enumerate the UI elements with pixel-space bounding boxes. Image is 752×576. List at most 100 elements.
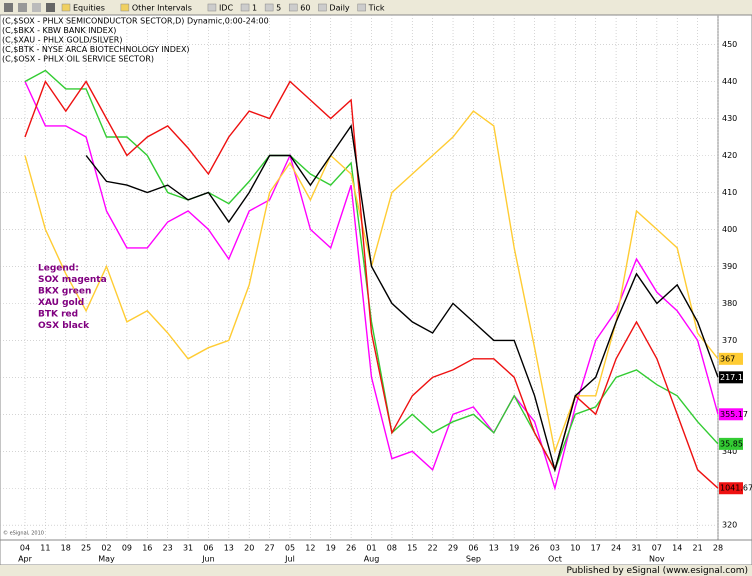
x-tick-label: 07 (652, 544, 662, 553)
header-line: (C,$XAU - PHLX GOLD/SILVER) (2, 36, 122, 45)
x-tick-label: 26 (346, 544, 356, 553)
footer-bg (0, 565, 752, 576)
x-tick-label: 19 (509, 544, 519, 553)
legend-text: SOX magenta (38, 275, 107, 285)
button-icon (318, 3, 327, 12)
series-line (85, 124, 719, 473)
icon (46, 3, 55, 12)
toolbar: Equities Other Intervals IDC 1 5 60 Daily Tick (4, 3, 385, 13)
x-tick-label: 02 (101, 544, 111, 553)
y-tick-label: 440 (722, 77, 737, 86)
y-tick-label: 380 (722, 299, 737, 308)
header-line: (C,$OSX - PHLX OIL SERVICE SECTOR) (2, 55, 154, 64)
x-tick-label: 25 (81, 544, 91, 553)
button-icon (288, 3, 298, 12)
series-line (24, 79, 719, 489)
x-tick-label: 04 (20, 544, 30, 553)
price-tag-bg (719, 371, 743, 384)
legend-text: BKX green (38, 287, 91, 297)
lines (24, 69, 719, 491)
y-tick-label: 420 (722, 151, 737, 160)
month-label: May (98, 555, 115, 564)
toolbar-bg (0, 0, 752, 15)
y-tick-label: 400 (722, 225, 737, 234)
button-icon (264, 3, 274, 12)
toolbar-button[interactable]: 5 (276, 4, 281, 13)
x-tick-label: 21 (693, 544, 703, 553)
header-line: (C,$BTK - NYSE ARCA BIOTECHNOLOGY INDEX) (2, 45, 190, 54)
x-tick-label: 26 (529, 544, 539, 553)
x-tick-label: 29 (448, 544, 458, 553)
y-tick-label: 430 (722, 114, 737, 123)
button-icon (240, 3, 250, 12)
y-axis-panel (717, 14, 752, 541)
y-tick-label: 320 (722, 521, 737, 530)
y-tick-label: 450 (722, 40, 737, 49)
month-label: Aug (364, 555, 380, 564)
x-tick-label: 06 (468, 544, 478, 553)
legend-text: OSX black (38, 321, 90, 331)
plot-area (0, 14, 719, 541)
x-tick-label: 19 (326, 544, 336, 553)
x-tick-label: 03 (550, 544, 560, 553)
toolbar-button[interactable]: IDC (219, 4, 234, 13)
button-icon (357, 3, 366, 12)
x-tick-label: 15 (407, 544, 417, 553)
legend-text: Legend: (38, 264, 79, 274)
icon (32, 3, 41, 12)
x-tick-label: 27 (264, 544, 274, 553)
toolbar-button[interactable]: Other Intervals (132, 4, 192, 13)
button-icon (61, 3, 71, 12)
x-tick-label: 22 (428, 544, 438, 553)
x-tick-label: 24 (611, 544, 621, 553)
price-tag-bg (719, 408, 743, 421)
price-tag-bg (719, 482, 743, 495)
x-tick-label: 10 (570, 544, 580, 553)
toolbar-button[interactable]: Tick (368, 4, 385, 13)
x-tick-label: 31 (631, 544, 641, 553)
x-tick-label: 17 (591, 544, 601, 553)
button-icon (120, 3, 130, 12)
price-tag: 367 (720, 354, 735, 363)
icon (18, 3, 27, 12)
header-line: (C,$SOX - PHLX SEMICONDUCTOR SECTOR,D) D… (2, 17, 269, 26)
toolbar-button[interactable]: Daily (329, 4, 350, 13)
price-tag: 35.85 (720, 439, 743, 448)
x-tick-label: 14 (672, 544, 682, 553)
grid (0, 15, 719, 540)
footer: Published by eSignal (www.esignal.com) (566, 566, 748, 576)
x-tick-label: 13 (224, 544, 234, 553)
month-label: Nov (649, 555, 665, 564)
x-tick-label: 01 (366, 544, 376, 553)
x-tick-label: 23 (163, 544, 173, 553)
legend-text: XAU gold (38, 298, 84, 308)
x-tick-label: 11 (40, 544, 50, 553)
month-label: Apr (18, 555, 33, 564)
toolbar-button[interactable]: 1 (252, 4, 257, 13)
x-tick-label: 16 (142, 544, 152, 553)
legend-text: BTK red (38, 310, 78, 320)
x-tick-label: 31 (183, 544, 193, 553)
x-tick-label: 08 (387, 544, 397, 553)
x-tick-label: 18 (61, 544, 71, 553)
x-tick-label: 05 (285, 544, 295, 553)
month-label: Oct (548, 555, 562, 564)
month-label: Jul (284, 555, 295, 564)
toolbar-button[interactable]: 60 (300, 4, 310, 13)
y-tick-label: 390 (722, 262, 737, 271)
x-tick-label: 09 (122, 544, 132, 553)
price-tag: 1041.67 (720, 484, 752, 493)
x-tick-label: 28 (713, 544, 723, 553)
price-tag-bg (719, 437, 743, 450)
x-tick-label: 12 (305, 544, 315, 553)
price-tag-bg (719, 352, 743, 365)
y-tick-label: 410 (722, 188, 737, 197)
x-tick-label: 06 (203, 544, 213, 553)
price-tag: 355.17 (720, 410, 748, 419)
copyright: © eSignal, 2010 (3, 530, 44, 537)
month-label: Jun (201, 555, 215, 564)
x-tick-label: 20 (244, 544, 254, 553)
toolbar-button[interactable]: Equities (73, 4, 105, 13)
x-tick-label: 13 (489, 544, 499, 553)
